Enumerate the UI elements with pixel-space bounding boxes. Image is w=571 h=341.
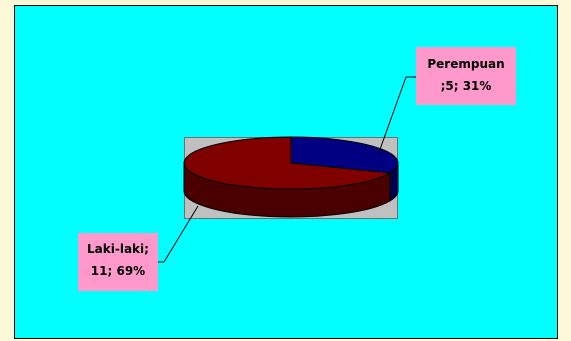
pie-slice-laki-laki xyxy=(183,136,392,190)
data-label-laki-laki-name: Laki-laki; xyxy=(87,242,149,256)
leader-line-perempuan xyxy=(377,76,407,156)
data-label-perempuan: Perempuan ;5; 31% xyxy=(416,47,516,105)
data-label-perempuan-name: Perempuan xyxy=(427,57,505,71)
leader-line-laki xyxy=(163,205,199,263)
data-label-perempuan-value: ;5; 31% xyxy=(440,79,492,93)
data-label-laki-laki: Laki-laki; 11; 69% xyxy=(78,233,158,291)
pie-tops xyxy=(183,136,399,190)
data-label-laki-laki-value: 11; 69% xyxy=(90,264,146,278)
